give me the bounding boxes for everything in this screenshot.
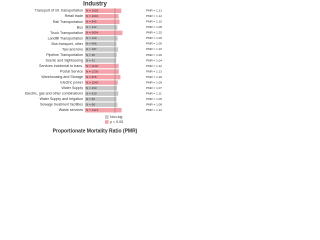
bar-label: N = 120 — [86, 36, 97, 40]
bar-label: N = 410 — [86, 91, 97, 95]
legend-swatch — [105, 115, 109, 119]
bar-label: N = 233 — [86, 86, 97, 90]
category-label: Electric, gas and other combinations — [25, 92, 83, 96]
value-label: PMR = 1.22 — [146, 108, 162, 112]
category-label: Electric power — [60, 81, 83, 85]
legend-label: p < 0.05 — [110, 120, 123, 124]
value-label: PMR = 1.12 — [146, 64, 162, 68]
page: {"chart_data":{"type":"hbar","title":"In… — [0, 0, 162, 135]
x-axis-title: Proportionate Mortality Ratio (PMR) — [53, 128, 138, 134]
category-label: Sewage treatment facilities — [40, 103, 83, 107]
bar-label: N = 1102 — [86, 64, 98, 68]
category-label: Water Supply — [62, 86, 84, 90]
bar-label: N = 1540 — [86, 80, 99, 84]
bar-label: N = 1230 — [86, 69, 99, 73]
legend-label: Non-sig — [110, 115, 122, 119]
category-label: Rail Transportation — [53, 20, 83, 24]
category-label: Taxi and limo — [62, 47, 83, 51]
bar — [85, 25, 118, 30]
category-label: Warehousing and Storage — [41, 75, 83, 79]
bar-label: N = 98 — [86, 103, 95, 107]
bar-label: N = 95 — [86, 53, 95, 57]
bar — [85, 19, 120, 25]
value-label: PMR = 1.13 — [146, 69, 162, 73]
bar-label: N = 187 — [86, 47, 97, 51]
bar — [85, 14, 119, 19]
bar-label: N = 845 — [86, 20, 97, 24]
value-label: PMR = 1.09 — [146, 80, 162, 84]
bar — [85, 91, 119, 96]
bar — [85, 63, 119, 69]
bar-label: N = 2201 — [86, 14, 99, 18]
category-label: Pipeline Transportation — [46, 53, 83, 57]
category-label: Bus — [77, 25, 83, 29]
category-label: Water Supply and Irrigation — [40, 97, 83, 101]
bar-label: N = 1603 — [86, 9, 99, 13]
category-label: Services incidental to trans. — [39, 64, 83, 68]
bar — [85, 108, 122, 113]
category-label: Truck Transportation — [50, 31, 83, 35]
bar-label: N = 1321 — [86, 108, 99, 112]
bar — [85, 85, 118, 91]
category-label: Postal Service — [60, 70, 83, 74]
legend-swatch — [105, 120, 109, 124]
value-label: PMR = 1.06 — [146, 53, 162, 57]
chart-title: Industry — [83, 2, 107, 8]
value-label: PMR = 1.25 — [146, 31, 162, 35]
value-label: PMR = 1.18 — [146, 75, 162, 79]
category-label: Bus transport, other — [51, 42, 83, 46]
bar — [85, 102, 118, 107]
value-label: PMR = 1.10 — [146, 47, 162, 51]
chart: Industry Proportionate Mortality Ratio (… — [25, 2, 162, 135]
bar — [85, 69, 119, 74]
category-label: Scenic and Sightseeing — [45, 58, 83, 62]
bar-label: N = 9654 — [86, 31, 99, 35]
bar — [85, 58, 117, 63]
value-label: PMR = 1.07 — [146, 86, 162, 90]
value-label: PMR = 1.05 — [146, 42, 162, 46]
value-label: PMR = 1.21 — [146, 9, 162, 13]
bar — [85, 80, 118, 85]
value-label: PMR = 1.15 — [146, 20, 162, 24]
value-label: PMR = 1.09 — [146, 36, 162, 40]
bar — [85, 96, 117, 102]
bar — [85, 36, 118, 41]
bar-label: N = 66 — [86, 97, 95, 101]
value-label: PMR = 1.08 — [146, 25, 162, 29]
category-label: Landfill Transportation — [48, 36, 83, 40]
category-label: Retail trade — [65, 14, 83, 18]
value-label: PMR = 1.05 — [146, 97, 162, 101]
bar-label: N = 41 — [86, 58, 95, 62]
value-label: PMR = 1.08 — [146, 103, 162, 107]
bar-label: N = 312 — [86, 25, 97, 29]
bar-label: N = 876 — [86, 75, 97, 79]
bar — [85, 8, 122, 13]
bar — [85, 41, 117, 47]
bar — [85, 47, 118, 52]
category-label: Transport of mt. transportation — [35, 9, 83, 13]
bar — [85, 74, 121, 80]
value-label: PMR = 1.12 — [146, 14, 162, 18]
bar — [85, 52, 117, 58]
bar — [85, 30, 123, 36]
category-label: Waste services — [59, 108, 83, 112]
value-label: PMR = 1.11 — [146, 91, 162, 95]
bar-label: N = 406 — [86, 42, 97, 46]
value-label: PMR = 1.04 — [146, 58, 162, 62]
